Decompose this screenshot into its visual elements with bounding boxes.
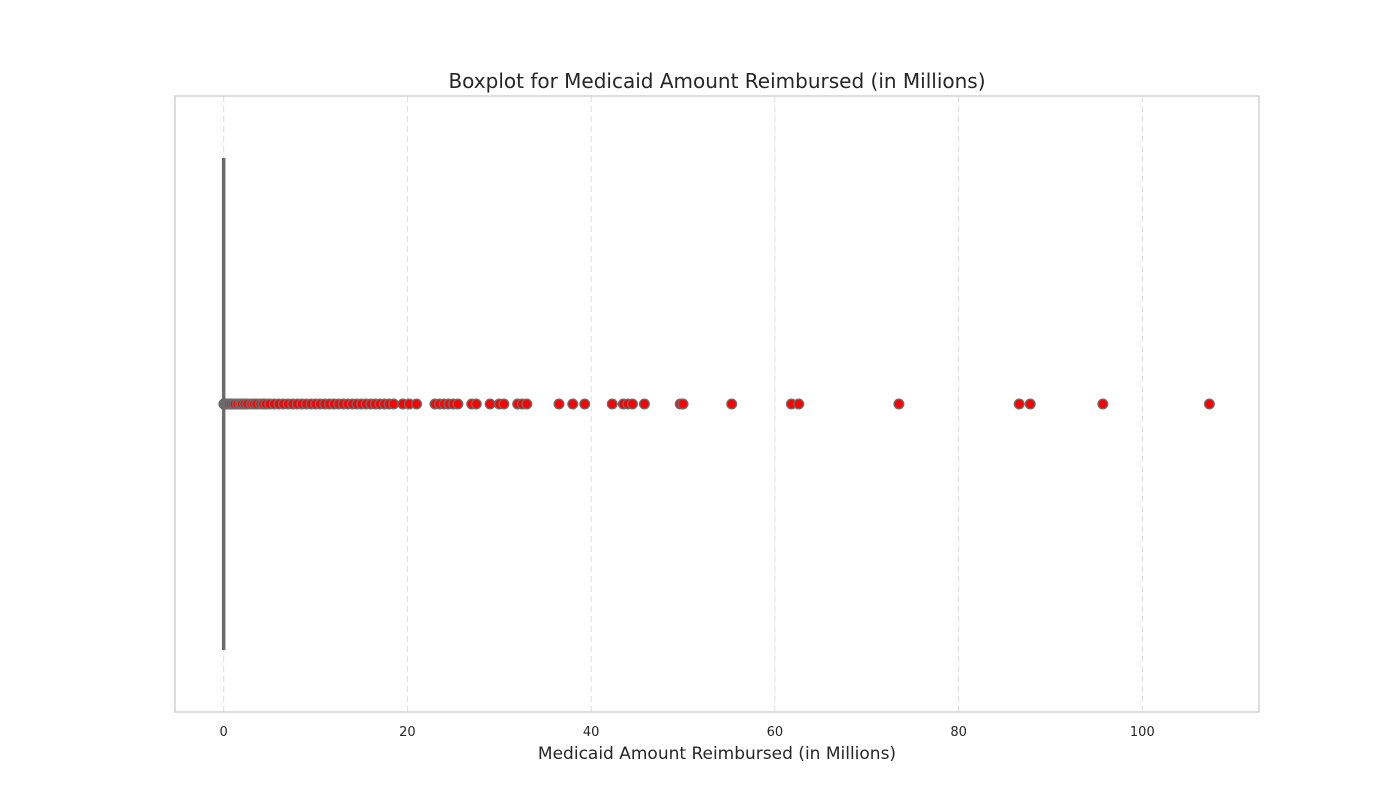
outlier-point <box>553 398 565 410</box>
plot-frame <box>174 95 1260 713</box>
outlier-point <box>1013 398 1025 410</box>
outlier-point <box>521 398 533 410</box>
outlier-point <box>606 398 618 410</box>
outlier-point <box>626 398 638 410</box>
x-tick-label: 40 <box>583 725 600 740</box>
outlier-point <box>1097 398 1109 410</box>
outlier-point <box>484 398 496 410</box>
outlier-points <box>218 398 1215 410</box>
x-tick-label: 60 <box>767 725 784 740</box>
outlier-point <box>1203 398 1215 410</box>
outlier-point <box>638 398 650 410</box>
outlier-point <box>726 398 738 410</box>
x-tick-label: 80 <box>950 725 967 740</box>
outlier-point <box>498 398 510 410</box>
x-tick-label: 100 <box>1130 725 1155 740</box>
chart-title: Boxplot for Medicaid Amount Reimbursed (… <box>448 69 985 93</box>
outlier-point <box>452 398 464 410</box>
x-axis-label: Medicaid Amount Reimbursed (in Millions) <box>538 744 896 764</box>
outlier-point <box>567 398 579 410</box>
outlier-point <box>388 398 400 410</box>
outlier-point <box>677 398 689 410</box>
outlier-point <box>470 398 482 410</box>
outlier-point <box>1024 398 1036 410</box>
outlier-point <box>793 398 805 410</box>
x-tick-labels: 0 20 40 60 80 100 <box>220 725 1155 740</box>
outlier-point <box>893 398 905 410</box>
outlier-point <box>579 398 591 410</box>
x-tick-label: 0 <box>220 725 228 740</box>
x-tick-label: 20 <box>399 725 416 740</box>
outlier-point <box>411 398 423 410</box>
